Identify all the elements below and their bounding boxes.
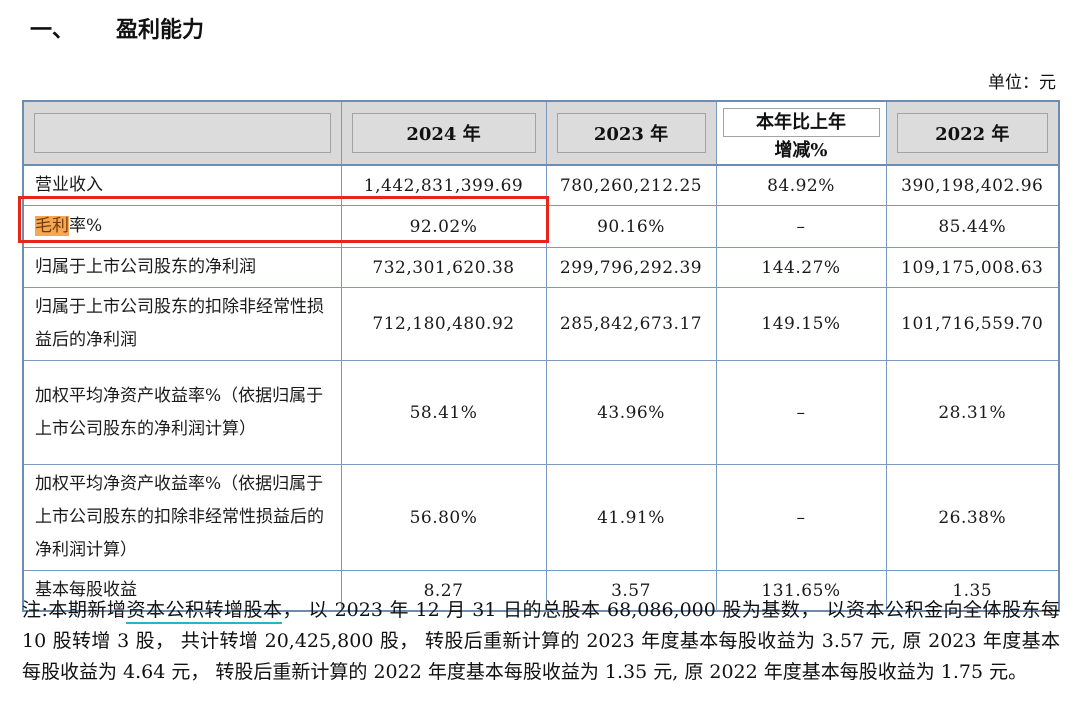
row-value: 3.57	[545, 570, 717, 612]
section-title-text: 盈利能力	[116, 18, 205, 43]
header-2022: 2022 年	[885, 100, 1060, 166]
row-value: –	[715, 205, 887, 248]
row-label: 加权平均净资产收益率%（依据归属于上市公司股东的净利润计算）	[22, 360, 342, 465]
table-body: 营业收入 1,442,831,399.69 780,260,212.25 84.92%…	[22, 164, 1060, 612]
search-highlight: 毛利	[35, 216, 69, 236]
row-value: 712,180,480.92	[340, 287, 547, 361]
row-value: 90.16%	[545, 205, 717, 248]
footnote: 注:本期新增资本公积转增股本， 以 2023 年 12 月 31 日的总股本 6…	[22, 595, 1060, 688]
table-row: 加权平均净资产收益率%（依据归属于上市公司股东的净利润计算） 58.41% 43.9…	[22, 360, 1060, 465]
header-2023-box: 2023 年	[556, 113, 706, 153]
row-value: 85.44%	[885, 205, 1060, 248]
row-value: 390,198,402.96	[885, 164, 1060, 206]
row-value: 56.80%	[340, 464, 547, 571]
row-value: 149.15%	[715, 287, 887, 361]
section-title: 一、 盈利能力	[30, 12, 204, 44]
row-value: 285,842,673.17	[545, 287, 717, 361]
row-value: 28.31%	[885, 360, 1060, 465]
row-value: 41.91%	[545, 464, 717, 571]
header-yoy-line2: 增减%	[774, 139, 828, 161]
header-yoy-line1: 本年比上年	[722, 107, 880, 137]
header-2023: 2023 年	[545, 100, 717, 166]
row-value: 58.41%	[340, 360, 547, 465]
profitability-table: 2024 年 2023 年 本年比上年 增减% 2022 年 营业收入 1,442…	[22, 100, 1060, 612]
row-value: –	[715, 464, 887, 571]
header-2022-box: 2022 年	[896, 113, 1048, 153]
table-row: 毛利率% 92.02% 90.16% –85.44%	[22, 205, 1060, 248]
row-value: –	[715, 360, 887, 465]
row-value: 732,301,620.38	[340, 247, 547, 288]
row-label: 营业收入	[22, 164, 342, 206]
row-value: 84.92%	[715, 164, 887, 206]
section-number: 一、	[30, 18, 75, 43]
row-value: 26.38%	[885, 464, 1060, 571]
row-value: 144.27%	[715, 247, 887, 288]
table-row: 加权平均净资产收益率%（依据归属于上市公司股东的扣除非经常性损益后的净利润计算）…	[22, 464, 1060, 571]
row-value: 43.96%	[545, 360, 717, 465]
row-label: 加权平均净资产收益率%（依据归属于上市公司股东的扣除非经常性损益后的净利润计算）	[22, 464, 342, 571]
table-row: 归属于上市公司股东的净利润 732,301,620.38 299,796,292.3…	[22, 247, 1060, 288]
footnote-rest: ， 以 2023 年 12 月 31 日的总股本 68,086,000 股为基数…	[22, 599, 1060, 683]
row-label: 归属于上市公司股东的扣除非经常性损益后的净利润	[22, 287, 342, 361]
footnote-prefix: 注:本期新增	[22, 599, 127, 621]
row-value: 780,260,212.25	[545, 164, 717, 206]
unit-label: 单位：元	[988, 73, 1056, 93]
header-empty-box	[34, 113, 331, 153]
row-value: 109,175,008.63	[885, 247, 1060, 288]
row-value: 299,796,292.39	[545, 247, 717, 288]
row-value: 131.65%	[715, 570, 887, 612]
row-value: 101,716,559.70	[885, 287, 1060, 361]
table-row: 营业收入 1,442,831,399.69 780,260,212.25 84.92%…	[22, 164, 1060, 206]
footnote-underlined-phrase: 资本公积转增股本	[126, 599, 283, 624]
header-2024: 2024 年	[340, 100, 547, 166]
row-label: 基本每股收益	[22, 570, 342, 612]
row-label: 归属于上市公司股东的净利润	[22, 247, 342, 288]
row-value: 1,442,831,399.69	[340, 164, 547, 206]
table-row: 归属于上市公司股东的扣除非经常性损益后的净利润 712,180,480.92 285…	[22, 287, 1060, 361]
row-label: 毛利率%	[22, 205, 342, 248]
header-2024-box: 2024 年	[351, 113, 536, 153]
header-empty	[22, 100, 342, 166]
table-header-row: 2024 年 2023 年 本年比上年 增减% 2022 年	[22, 100, 1060, 166]
row-value: 1.35	[885, 570, 1060, 612]
row-value: 92.02%	[340, 205, 547, 248]
table-row: 基本每股收益 8.27 3.57 131.65% 1.35	[22, 570, 1060, 612]
header-yoy-change: 本年比上年 增减%	[715, 100, 887, 166]
